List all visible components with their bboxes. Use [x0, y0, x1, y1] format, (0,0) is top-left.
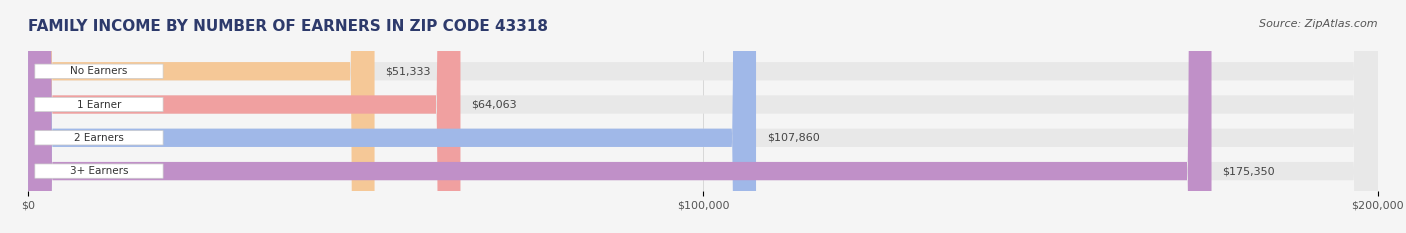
FancyBboxPatch shape	[28, 0, 461, 233]
Text: 2 Earners: 2 Earners	[75, 133, 124, 143]
FancyBboxPatch shape	[35, 131, 163, 145]
FancyBboxPatch shape	[35, 164, 163, 178]
Text: No Earners: No Earners	[70, 66, 128, 76]
FancyBboxPatch shape	[28, 0, 1378, 233]
FancyBboxPatch shape	[28, 0, 1212, 233]
FancyBboxPatch shape	[28, 0, 1378, 233]
FancyBboxPatch shape	[35, 64, 163, 78]
Text: 3+ Earners: 3+ Earners	[70, 166, 128, 176]
FancyBboxPatch shape	[28, 0, 1378, 233]
FancyBboxPatch shape	[35, 97, 163, 112]
Text: $64,063: $64,063	[471, 99, 517, 110]
FancyBboxPatch shape	[28, 0, 1378, 233]
Text: $107,860: $107,860	[766, 133, 820, 143]
Text: $175,350: $175,350	[1222, 166, 1275, 176]
FancyBboxPatch shape	[28, 0, 756, 233]
FancyBboxPatch shape	[28, 0, 374, 233]
Text: Source: ZipAtlas.com: Source: ZipAtlas.com	[1260, 19, 1378, 29]
Text: $51,333: $51,333	[385, 66, 430, 76]
Text: 1 Earner: 1 Earner	[77, 99, 121, 110]
Text: FAMILY INCOME BY NUMBER OF EARNERS IN ZIP CODE 43318: FAMILY INCOME BY NUMBER OF EARNERS IN ZI…	[28, 19, 548, 34]
